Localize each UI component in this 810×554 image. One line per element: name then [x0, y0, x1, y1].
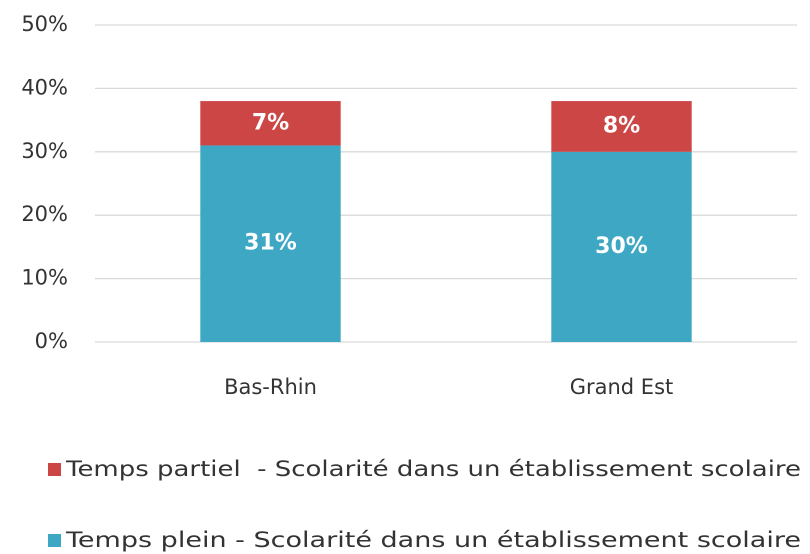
- y-tick-label: 10%: [21, 266, 68, 290]
- bar-segment: [200, 101, 341, 146]
- y-tick-label: 0%: [35, 329, 68, 353]
- y-tick-label: 50%: [21, 12, 68, 36]
- data-label: 8%: [603, 113, 640, 138]
- data-label: 30%: [595, 234, 648, 259]
- x-tick-label: Grand Est: [570, 375, 674, 399]
- legend-label: Temps partiel - Scolarité dans un établi…: [65, 457, 801, 481]
- y-tick-label: 20%: [21, 202, 68, 226]
- y-tick-label: 40%: [21, 75, 68, 99]
- bar-segment: [551, 101, 692, 152]
- data-label: 31%: [244, 231, 297, 256]
- x-tick-label: Bas-Rhin: [224, 375, 317, 399]
- legend-swatch: [48, 534, 61, 547]
- legend-swatch: [48, 463, 61, 476]
- legend-label: Temps plein - Scolarité dans un établiss…: [65, 528, 801, 552]
- bar-segment: [200, 145, 341, 342]
- y-tick-label: 30%: [21, 139, 68, 163]
- bar-segment: [551, 151, 692, 342]
- data-label: 7%: [252, 110, 289, 135]
